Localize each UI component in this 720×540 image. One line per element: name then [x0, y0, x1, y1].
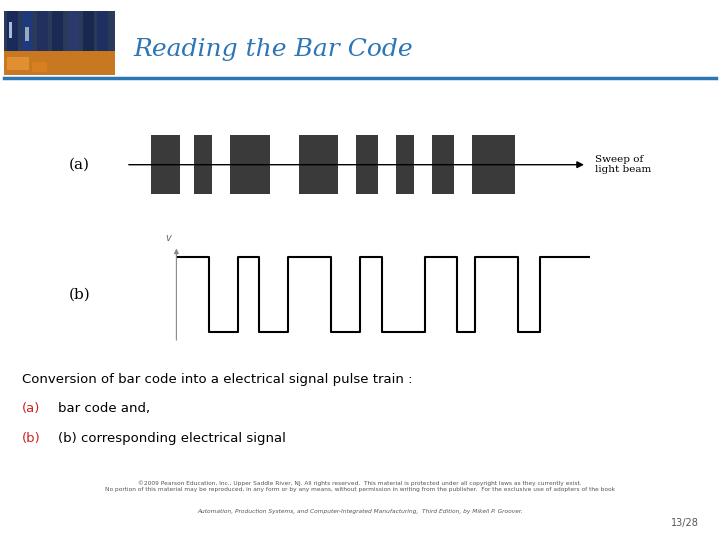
- Bar: [22, 11, 32, 51]
- Text: ©2009 Pearson Education, Inc., Upper Saddle River, NJ. All rights reserved.  Thi: ©2009 Pearson Education, Inc., Upper Sad…: [105, 481, 615, 492]
- Bar: [7, 57, 29, 70]
- Text: (a): (a): [22, 402, 40, 415]
- Text: 13/28: 13/28: [670, 518, 698, 529]
- Bar: [194, 135, 212, 194]
- Bar: [7, 11, 18, 51]
- Text: (b): (b): [68, 287, 90, 301]
- Bar: [4, 11, 115, 75]
- Bar: [4, 11, 115, 51]
- Text: v: v: [165, 233, 171, 243]
- Bar: [396, 135, 414, 194]
- Bar: [9, 22, 12, 38]
- Bar: [32, 62, 47, 72]
- Bar: [25, 27, 29, 40]
- Bar: [68, 11, 79, 51]
- Text: Automation, Production Systems, and Computer-Integrated Manufacturing,  Third Ed: Automation, Production Systems, and Comp…: [197, 509, 523, 514]
- Text: Sweep of
light beam: Sweep of light beam: [595, 155, 652, 174]
- Text: (a): (a): [68, 158, 89, 172]
- Bar: [432, 135, 454, 194]
- Bar: [299, 135, 338, 194]
- Text: (b) corresponding electrical signal: (b) corresponding electrical signal: [58, 432, 285, 445]
- Bar: [356, 135, 378, 194]
- Bar: [4, 51, 115, 75]
- Bar: [472, 135, 515, 194]
- Text: Conversion of bar code into a electrical signal pulse train :: Conversion of bar code into a electrical…: [22, 373, 412, 386]
- Bar: [97, 11, 108, 51]
- Bar: [151, 135, 180, 194]
- Bar: [52, 11, 63, 51]
- Bar: [83, 11, 94, 51]
- Text: Reading the Bar Code: Reading the Bar Code: [133, 38, 413, 61]
- Text: bar code and,: bar code and,: [58, 402, 150, 415]
- Bar: [230, 135, 270, 194]
- Bar: [37, 11, 48, 51]
- Text: (b): (b): [22, 432, 40, 445]
